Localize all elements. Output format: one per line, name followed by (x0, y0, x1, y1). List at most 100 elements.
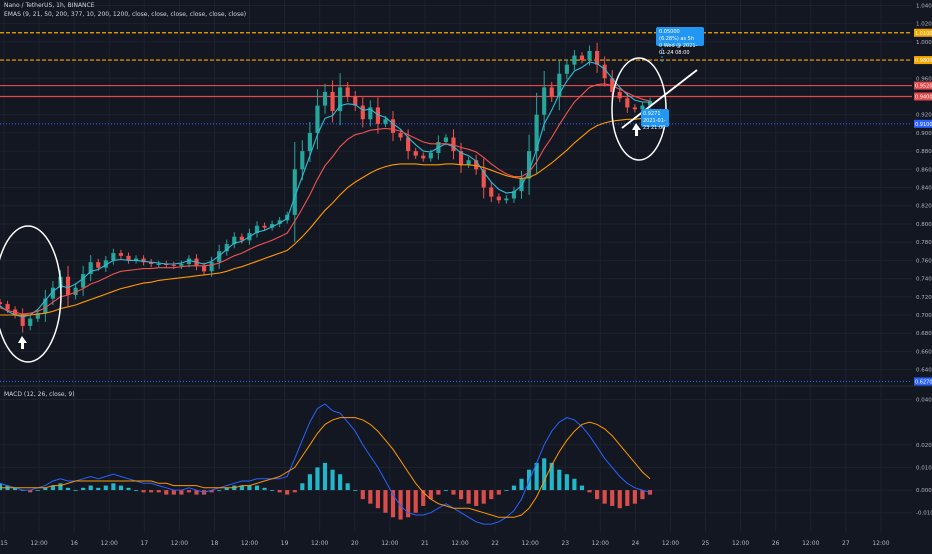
candle-body (360, 105, 365, 120)
ema-line-1 (0, 61, 650, 318)
macd-hist-bar (73, 490, 78, 491)
candle-body (542, 87, 547, 115)
macd-hist-bar (13, 487, 18, 491)
candle-body (421, 155, 426, 159)
macd-hist-bar (118, 485, 124, 491)
candle-body (300, 151, 305, 170)
candle-body (43, 298, 48, 314)
level-price-tag (914, 28, 932, 37)
candle-body (428, 152, 433, 159)
candle-body (458, 151, 464, 165)
macd-hist-bar (557, 469, 562, 491)
macd-hist-bar (81, 487, 86, 491)
ema-line-3 (0, 116, 651, 316)
macd-hist-bar (579, 485, 585, 491)
macd-line (0, 403, 651, 525)
candle-body (81, 274, 86, 288)
x-tick-label: 22 (491, 540, 499, 547)
candle-body (587, 50, 592, 61)
target-label: 0.05000 (6.28%) as 5h 0 Wed @ 2021-01-24… (656, 27, 704, 56)
current-label-line1: 0.9271 (643, 111, 661, 117)
ema-legend[interactable]: EMAS (9, 21, 50, 200, 377, 10, 200, 1200… (4, 11, 247, 18)
macd-hist-bar (103, 485, 108, 491)
candle-body (307, 132, 312, 152)
candle-body (504, 198, 509, 201)
macd-hist-bar (481, 490, 486, 504)
candle-body (96, 262, 101, 268)
macd-hist-bar (194, 490, 199, 495)
macd-hist-bar (406, 490, 411, 518)
candle-body (534, 114, 539, 152)
macd-hist-bar (171, 490, 176, 495)
x-tick-label: 20 (351, 540, 359, 547)
macd-hist-bar (186, 490, 192, 493)
candle-body (640, 105, 645, 110)
macd-hist-bar (617, 490, 622, 509)
candle-body (35, 313, 40, 319)
candle-body (201, 265, 207, 272)
macd-hist-bar (632, 490, 637, 504)
macd-hist-bar (179, 490, 184, 495)
macd-hist-bar (149, 490, 154, 493)
candle-body (579, 55, 585, 61)
x-tick-label: 15 (0, 540, 8, 547)
grid-layer (0, 0, 912, 532)
macd-hist-bar (587, 490, 592, 493)
candle-body (224, 243, 229, 252)
trend-line-drawing[interactable] (621, 69, 698, 129)
candle-body (149, 262, 154, 265)
candle-body (118, 253, 124, 256)
x-tick-label: 18 (211, 540, 219, 547)
signal-line (0, 417, 651, 518)
candle-body (292, 169, 297, 215)
macd-hist-bar (35, 490, 40, 491)
macd-hist-bar (413, 490, 418, 513)
candle-body (526, 151, 532, 179)
macd-hist-bar (217, 490, 222, 491)
arrow-marker-right-icon (632, 123, 641, 136)
candle-body (5, 304, 10, 310)
candle-body (186, 258, 192, 265)
candle-body (368, 107, 373, 120)
macd-hist-bar (572, 478, 577, 491)
x-tick-label: 26 (772, 540, 780, 547)
macd-hist-bar (270, 490, 275, 491)
x-tick-label: 25 (702, 540, 710, 547)
macd-hist-bar (239, 485, 244, 491)
candle-body (549, 87, 554, 97)
circle-drawing-left[interactable] (0, 225, 62, 363)
candle-body (330, 91, 335, 112)
macd-hist-bar (50, 485, 55, 491)
macd-hist-bar (224, 487, 229, 491)
candle-body (398, 132, 403, 138)
macd-hist-bar (383, 490, 388, 513)
macd-legend[interactable]: MACD (12, 26, close, 9) (4, 391, 75, 398)
x-tick-label: 12:00 (802, 540, 819, 547)
macd-hist-bar (360, 490, 365, 500)
candle-body (73, 287, 78, 295)
candle-body (217, 251, 222, 263)
level-price-tag (914, 81, 932, 90)
macd-hist-bar (428, 490, 433, 500)
macd-hist-bar (368, 490, 373, 504)
macd-hist-bar (141, 490, 146, 493)
candle-body (632, 107, 637, 110)
macd-hist-bar (511, 485, 517, 491)
x-tick-label: 12:00 (171, 540, 188, 547)
macd-hist-bar (126, 487, 131, 491)
level-price-text: 0.9800 (915, 58, 932, 64)
candle-body (50, 287, 55, 299)
macd-hist-bar (58, 483, 63, 491)
symbol-legend[interactable]: Nano / TetherUS, 1h, BINANCE (4, 2, 95, 9)
macd-hist-bar (443, 490, 449, 491)
x-tick-label: 17 (140, 540, 148, 547)
